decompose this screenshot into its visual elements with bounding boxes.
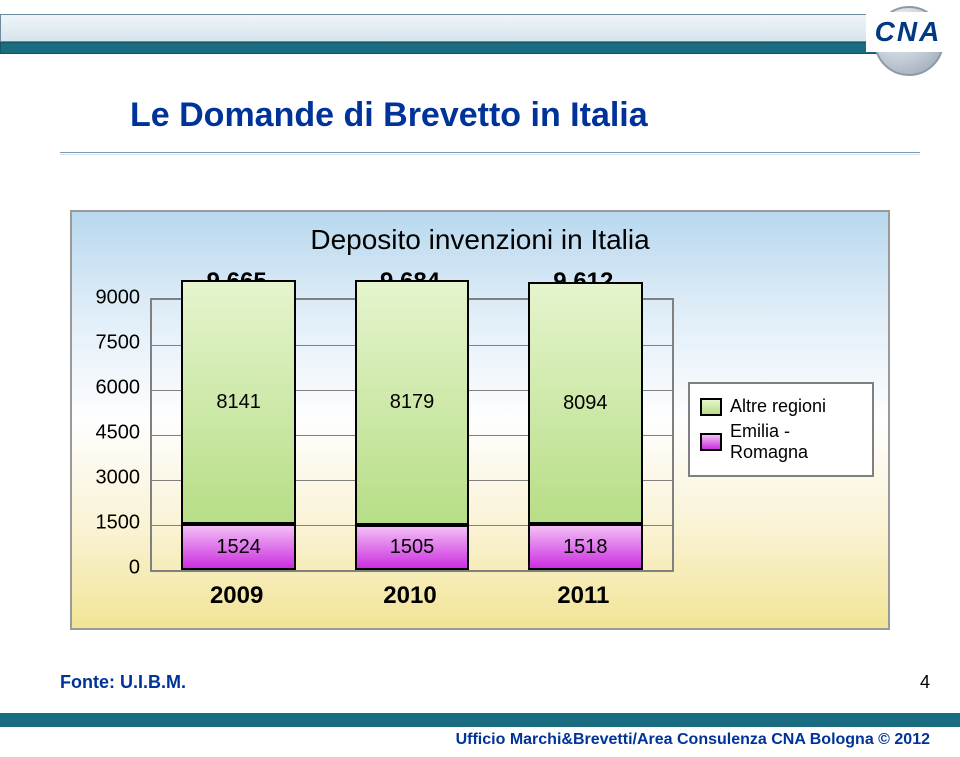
legend-rows: Altre regioni Emilia -Romagna (700, 396, 862, 463)
y-tick-label: 3000 (80, 467, 140, 490)
bar-group: 15188094 (528, 300, 642, 570)
legend-swatch (700, 433, 722, 451)
footer-credit: Ufficio Marchi&Brevetti/Area Consulenza … (456, 731, 930, 749)
legend-item: Emilia -Romagna (700, 421, 862, 463)
bar-group: 15248141 (181, 300, 295, 570)
bar-seg-emilia: 1518 (528, 524, 642, 570)
page-number: 4 (920, 672, 930, 693)
bar-seg-altre: 8094 (528, 282, 642, 525)
source-label: Fonte: U.I.B.M. (60, 672, 186, 693)
bar-group: 15058179 (355, 300, 469, 570)
legend-swatch (700, 398, 722, 416)
chart-panel: Deposito invenzioni in Italia 0 1500 3000 4… (70, 210, 890, 630)
plot-area: 15248141 15058179 15188094 (150, 298, 674, 572)
header-bar-dark (0, 42, 920, 54)
legend-label: Altre regioni (730, 396, 826, 417)
y-tick-label: 9000 (80, 287, 140, 310)
bar-seg-emilia: 1505 (355, 525, 469, 570)
bar-seg-emilia: 1524 (181, 524, 295, 570)
bar-seg-altre: 8141 (181, 280, 295, 524)
footer-bar (0, 713, 960, 727)
x-tick-label: 2010 (383, 582, 436, 610)
y-tick-label: 1500 (80, 512, 140, 535)
logo-cna: CNA (866, 6, 950, 76)
slide: CNA Le Domande di Brevetto in Italia Dep… (0, 0, 960, 757)
legend-label: Emilia -Romagna (730, 421, 862, 463)
header-bar-light (0, 14, 920, 42)
chart-title: Deposito invenzioni in Italia (72, 224, 888, 256)
bar-seg-altre: 8179 (355, 280, 469, 525)
x-tick-label: 2009 (210, 582, 263, 610)
y-tick-label: 4500 (80, 422, 140, 445)
slide-title: Le Domande di Brevetto in Italia (130, 96, 648, 135)
y-tick-label: 7500 (80, 332, 140, 355)
legend: Altre regioni Emilia -Romagna (688, 382, 874, 477)
logo-text: CNA (866, 12, 950, 52)
y-tick-label: 6000 (80, 377, 140, 400)
x-tick-label: 2011 (557, 582, 609, 610)
legend-item: Altre regioni (700, 396, 862, 417)
title-underline (60, 152, 920, 155)
y-tick-label: 0 (80, 557, 140, 580)
